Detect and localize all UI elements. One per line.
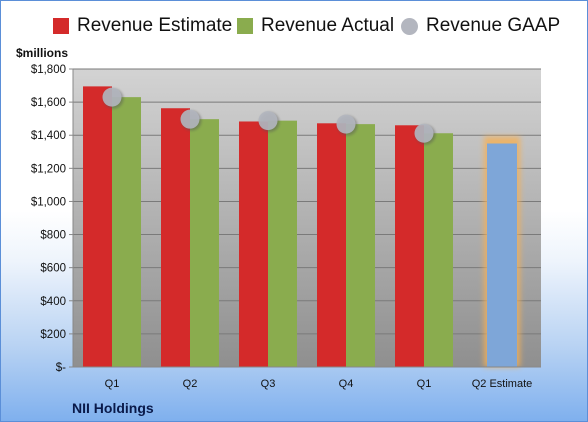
y-tick-label: $800 xyxy=(40,230,66,242)
bar-revenue-estimate xyxy=(317,123,346,368)
y-tick-label: $200 xyxy=(40,329,66,341)
x-tick-label: Q4 xyxy=(339,378,354,390)
legend-label-actual: Revenue Actual xyxy=(261,15,395,36)
point-revenue-gaap xyxy=(336,114,356,134)
x-tick-label: Q2 Estimate xyxy=(472,378,533,390)
x-tick-label: Q1 xyxy=(105,378,120,390)
y-tick-label: $600 xyxy=(40,263,66,275)
plot-area xyxy=(73,69,541,367)
bar-revenue-actual xyxy=(268,120,297,367)
bar-revenue-estimate xyxy=(239,121,268,367)
gridlines xyxy=(73,68,541,335)
bar-revenue-actual xyxy=(190,119,219,367)
legend-swatch-estimate xyxy=(53,18,69,34)
y-tick-label: $1,200 xyxy=(31,163,66,175)
bar-revenue-actual xyxy=(346,124,375,367)
bar-revenue-actual xyxy=(424,133,453,367)
y-axis-ticks: $- $200 $400 $600 $800 $1,000 $1,200 $1,400 $1,6… xyxy=(31,64,73,374)
bar-revenue-estimate xyxy=(161,108,190,367)
point-revenue-gaap xyxy=(180,109,200,129)
bars xyxy=(83,86,520,368)
y-tick-label: $1,400 xyxy=(31,130,66,142)
legend-label-gaap: Revenue GAAP xyxy=(426,15,561,36)
legend-item-gaap: Revenue GAAP xyxy=(401,15,560,37)
legend-item-actual: Revenue Actual xyxy=(237,15,394,37)
bar-revenue-estimate xyxy=(83,86,112,367)
bar-revenue-estimate xyxy=(395,125,424,368)
legend-swatch-actual xyxy=(237,18,253,34)
x-tick-label: Q2 xyxy=(183,378,198,390)
legend-item-estimate: Revenue Estimate xyxy=(53,15,232,37)
bar-q2-estimate xyxy=(487,143,517,367)
legend: Revenue Estimate Revenue Actual Revenue … xyxy=(1,15,587,43)
y-tick-label: $1,600 xyxy=(31,97,66,109)
company-name: NII Holdings xyxy=(72,400,154,416)
y-tick-label: $1,000 xyxy=(31,196,66,208)
point-revenue-gaap xyxy=(102,87,122,107)
bar-revenue-actual xyxy=(112,97,141,368)
y-tick-label: $- xyxy=(56,362,66,374)
legend-label-estimate: Revenue Estimate xyxy=(77,15,233,36)
legend-swatch-gaap xyxy=(401,17,418,35)
point-revenue-gaap xyxy=(414,123,434,143)
y-axis-units-label: $millions xyxy=(16,46,69,60)
x-axis-ticks: Q1 Q2 Q3 Q4 Q1 Q2 Estimate xyxy=(105,378,533,390)
point-revenue-gaap xyxy=(258,111,278,131)
x-tick-label: Q3 xyxy=(261,378,276,390)
x-tick-label: Q1 xyxy=(417,378,432,390)
y-tick-label: $1,800 xyxy=(31,64,66,76)
y-tick-label: $400 xyxy=(40,296,66,308)
